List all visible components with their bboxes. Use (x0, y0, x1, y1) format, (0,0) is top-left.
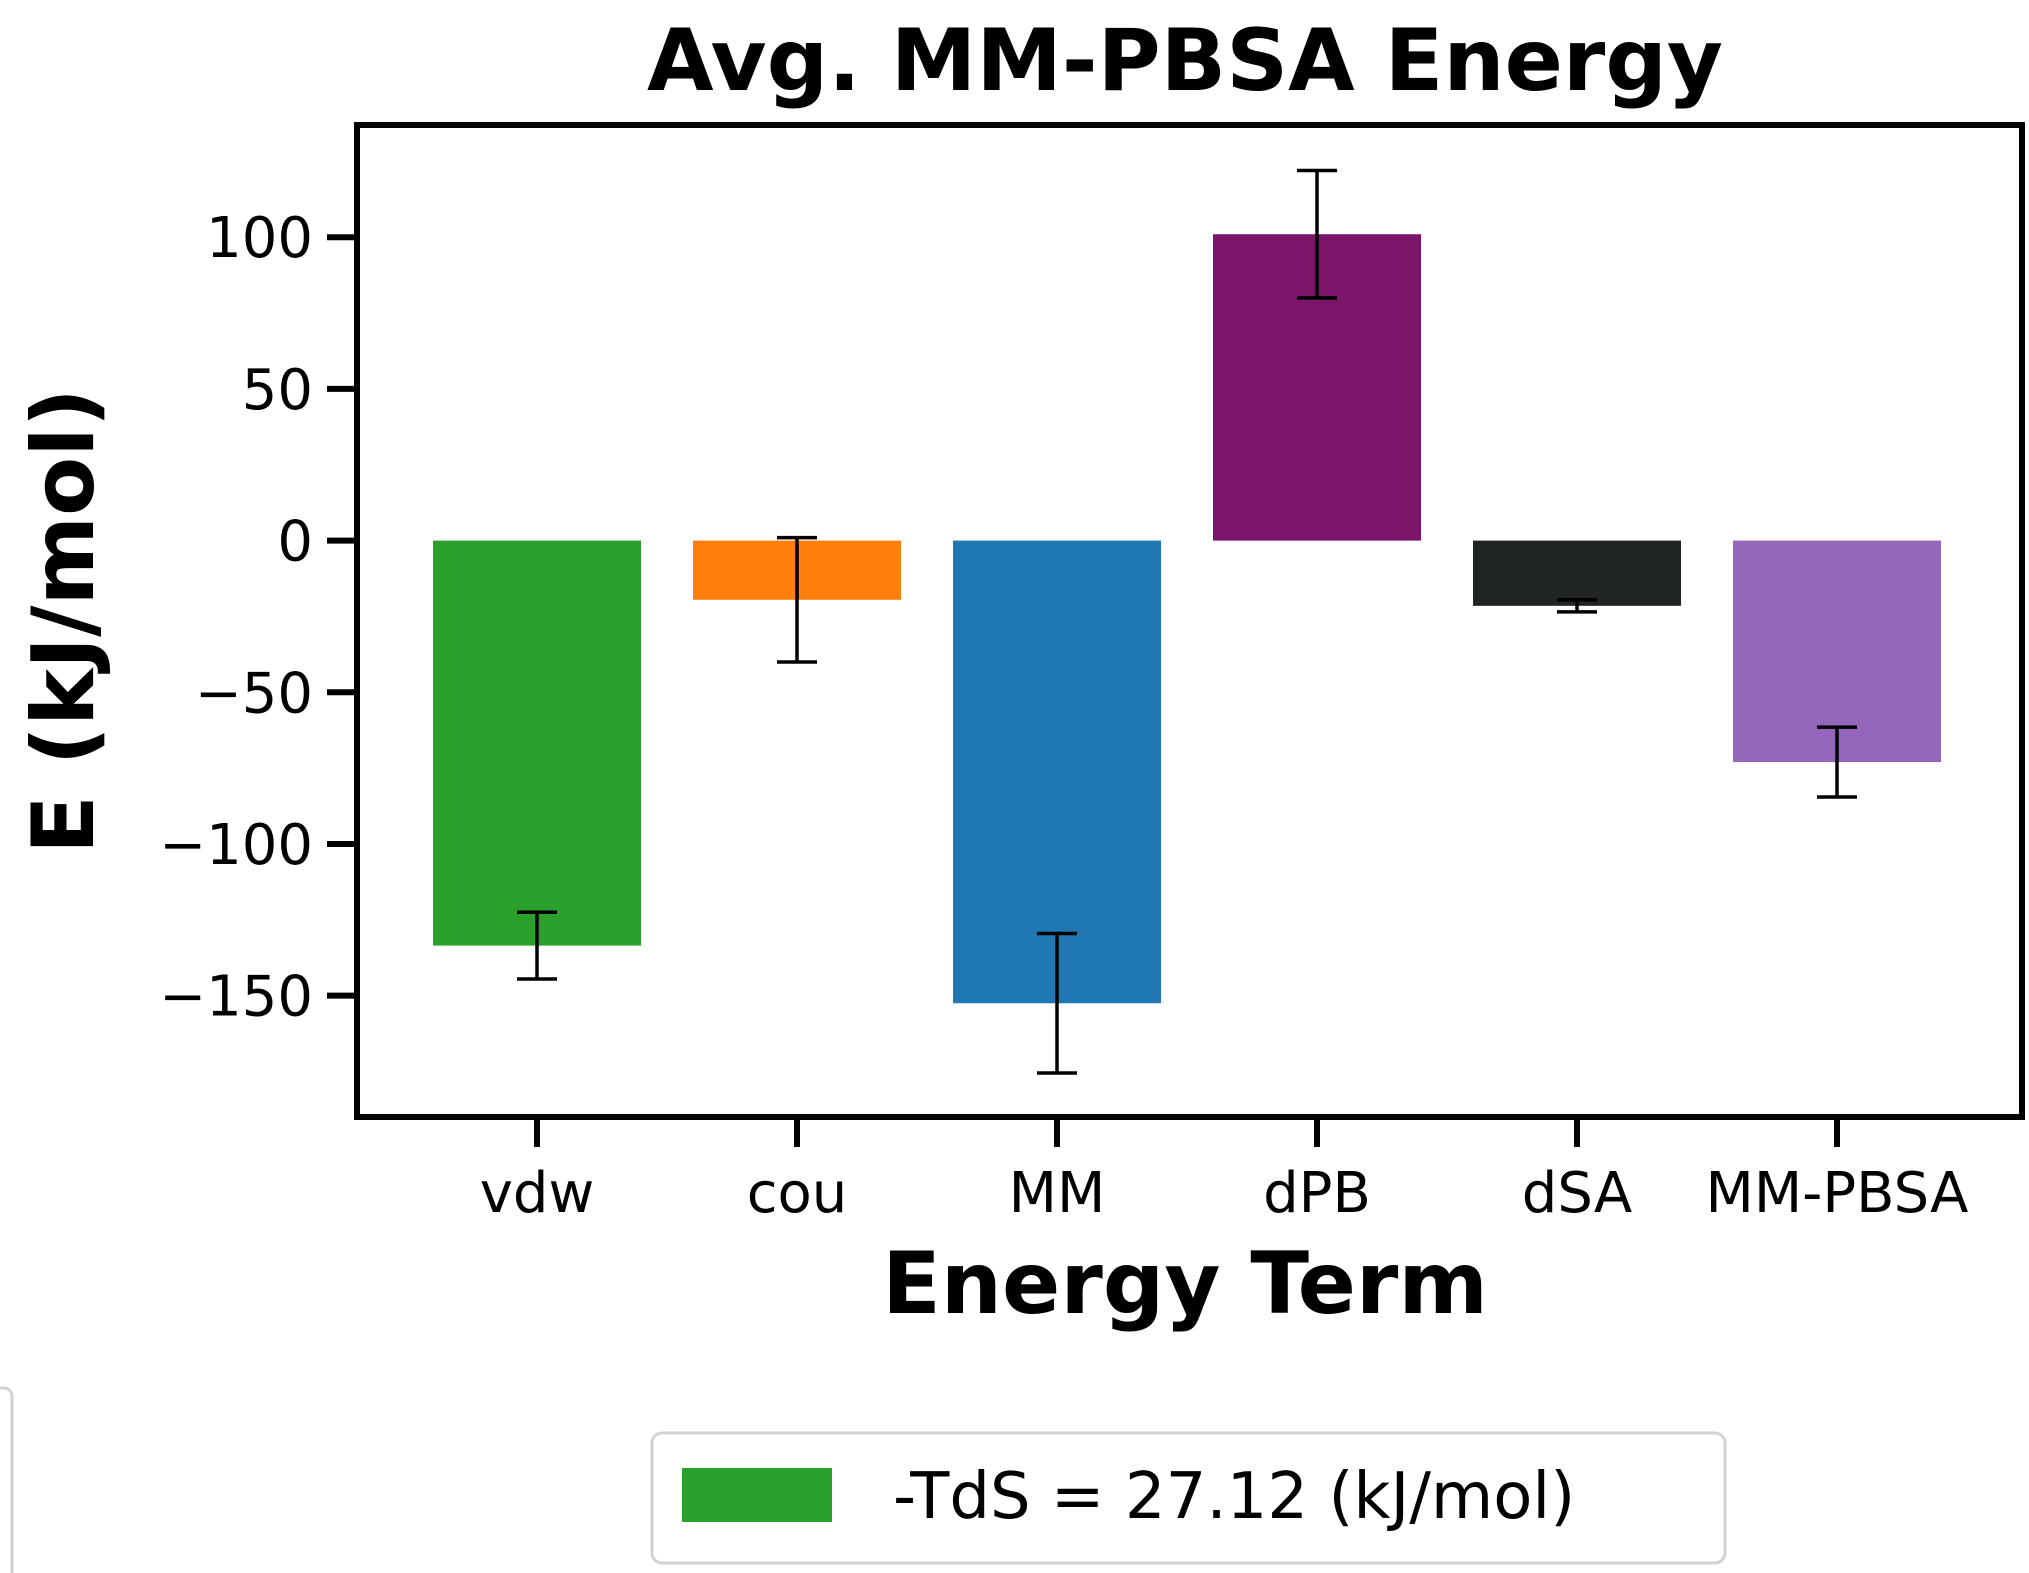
plot-frame (354, 122, 2025, 1120)
error-bar-cou (777, 535, 817, 664)
x-tick-label-vdw: vdw (480, 1161, 595, 1226)
y-tick-label-2: 0 (277, 510, 313, 575)
x-tick-label-dSA: dSA (1522, 1161, 1632, 1226)
x-tick-label-cou: cou (747, 1161, 848, 1226)
bar-MM-PBSA (1733, 540, 1941, 763)
y-ticks-layer: 100 50 0 −50 −100 −150 (159, 206, 357, 1030)
legend-swatch (682, 1468, 832, 1522)
error-bar-MM-PBSA (1817, 725, 1857, 799)
y-tick-label-4: −100 (159, 813, 313, 878)
error-bar-MM (1037, 931, 1077, 1075)
error-bar-vdw (517, 910, 557, 981)
error-bar-dSA (1557, 598, 1597, 614)
x-axis-label: Energy Term (882, 1234, 1488, 1334)
y-tick-label-5: −150 (159, 965, 313, 1030)
y-tick-label-3: −50 (195, 661, 313, 726)
error-bar-dPB (1297, 168, 1337, 300)
error-bars-layer (517, 168, 1857, 1075)
y-tick-label-1: 50 (242, 358, 313, 423)
legend-box (650, 1431, 1727, 1565)
edge-legend-fragment (0, 1386, 14, 1573)
y-tick-label-0: 100 (206, 206, 313, 271)
legend-label: -TdS = 27.12 (kJ/mol) (893, 1460, 1575, 1534)
bar-MM (953, 540, 1161, 1004)
legend: -TdS = 27.12 (kJ/mol) (650, 1431, 1727, 1565)
x-ticks-layer: vdw cou MM dPB dSA MM-PBSA (480, 1117, 1969, 1226)
x-tick-label-MM-PBSA: MM-PBSA (1706, 1161, 1969, 1226)
bars-layer (433, 234, 1941, 1004)
bar-dSA (1473, 540, 1681, 606)
chart-title: Avg. MM-PBSA Energy (647, 11, 1723, 111)
x-tick-label-MM: MM (1009, 1161, 1106, 1226)
bar-vdw (433, 540, 641, 946)
y-axis-label: E (kJ/mol) (14, 388, 114, 854)
x-tick-label-dPB: dPB (1263, 1161, 1371, 1226)
